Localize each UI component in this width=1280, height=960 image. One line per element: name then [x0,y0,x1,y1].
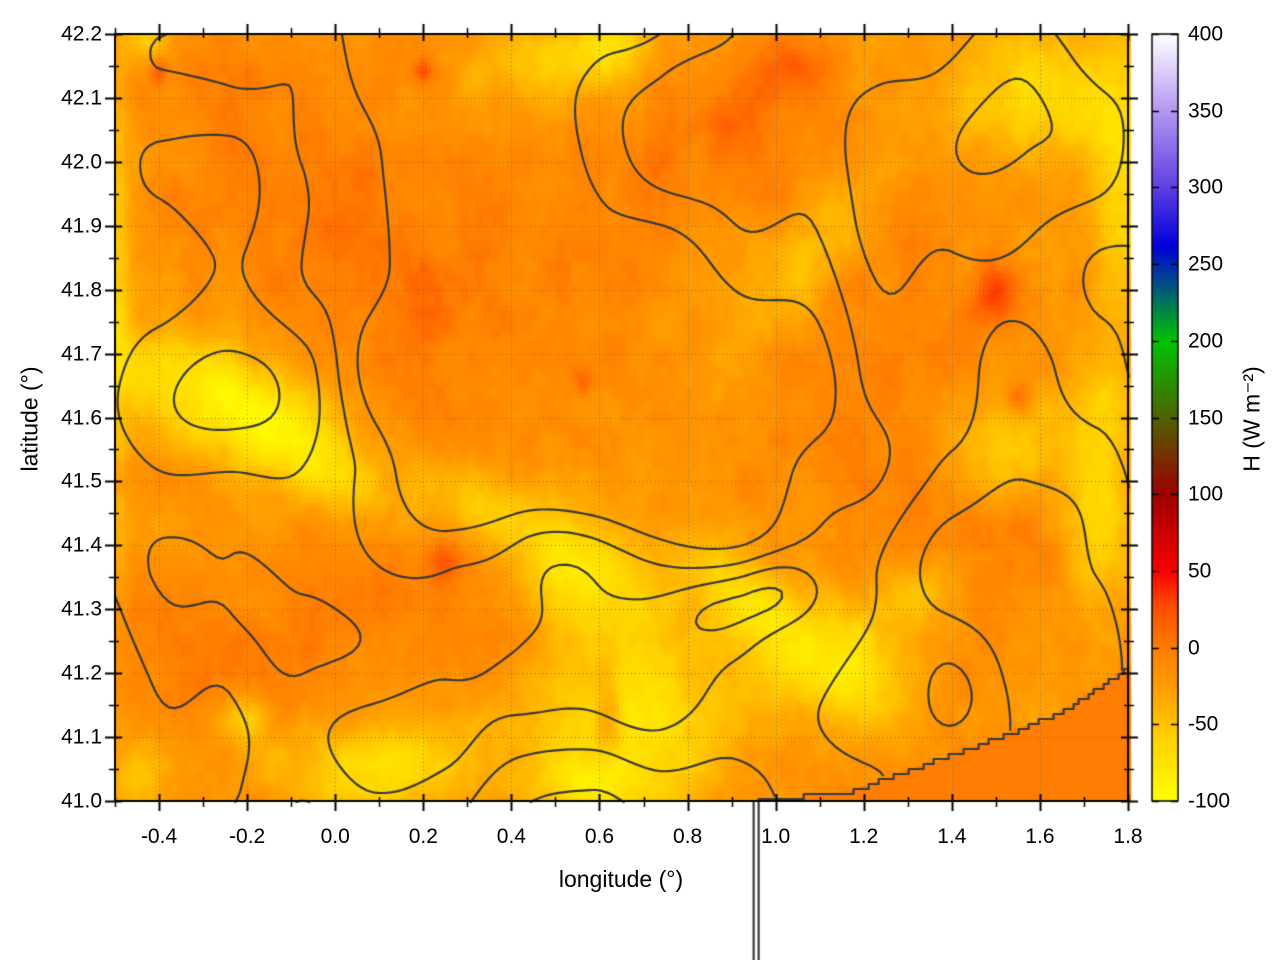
colorbar-tick-label: 150 [1188,406,1224,429]
y-tick-label: 41.6 [61,406,102,429]
y-tick-label: 41.7 [61,342,102,366]
y-tick-label: 41.2 [61,661,102,685]
x-axis-title: longitude (°) [558,866,684,892]
colorbar-title: H (W m⁻²) [1238,366,1265,472]
y-tick-label: 41.3 [61,597,102,621]
colorbar-tick-label: 250 [1188,252,1224,276]
x-tick-label: 0.0 [320,825,350,848]
colorbar-tick-label: 0 [1188,636,1200,660]
colorbar-tick-label: 350 [1188,99,1224,123]
x-tick-label: 0.2 [408,825,438,848]
colorbar-tick-label: 50 [1188,559,1212,583]
y-tick-label: 41.8 [61,278,102,302]
x-tick-label: 1.2 [849,825,879,848]
colorbar-tick-label: -50 [1188,712,1219,736]
x-tick-label: 1.8 [1113,825,1143,848]
x-tick-label: -0.4 [140,825,178,848]
y-axis-title: latitude (°) [16,366,43,472]
y-tick-label: 42.2 [61,22,102,46]
x-tick-label: 0.6 [584,825,615,848]
y-tick-label: 41.9 [61,214,102,238]
y-tick-label: 41.1 [61,725,102,749]
colorbar-tick-label: 200 [1188,329,1224,353]
y-tick-label: 41.4 [61,533,102,557]
x-tick-label: 1.0 [761,825,791,848]
colorbar-tick-label: 100 [1188,482,1224,506]
colorbar-tick-label: 300 [1188,175,1224,199]
y-tick-label: 41.0 [61,789,102,813]
y-tick-label: 42.1 [61,86,102,110]
x-tick-label: 0.8 [672,825,703,848]
x-tick-label: 0.4 [496,825,526,848]
x-tick-label: -0.2 [229,825,266,848]
colorbar-tick-label: -100 [1188,789,1231,813]
y-tick-label: 41.5 [61,469,102,493]
y-tick-label: 42.0 [61,150,102,174]
x-tick-label: 1.6 [1025,825,1055,848]
colorbar-tick-label: 400 [1188,22,1224,46]
x-tick-label: 1.4 [937,825,967,848]
